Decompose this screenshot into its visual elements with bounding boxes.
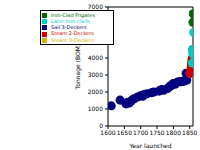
svg-text:1700: 1700 xyxy=(133,129,148,136)
svg-text:1650: 1650 xyxy=(117,129,132,136)
svg-text:6000: 6000 xyxy=(88,20,103,27)
svg-text:1800: 1800 xyxy=(166,129,181,136)
svg-text:Tonnage (BOM): Tonnage (BOM) xyxy=(74,44,82,91)
svg-text:3000: 3000 xyxy=(88,71,103,78)
svg-text:1600: 1600 xyxy=(100,129,115,136)
svg-text:Year launched: Year launched xyxy=(128,142,171,149)
svg-text:7000: 7000 xyxy=(88,3,103,10)
svg-text:0: 0 xyxy=(99,122,103,129)
svg-text:1850: 1850 xyxy=(182,129,197,136)
svg-text:1000: 1000 xyxy=(88,105,103,112)
svg-text:1750: 1750 xyxy=(149,129,164,136)
svg-text:4000: 4000 xyxy=(88,54,103,61)
svg-text:5000: 5000 xyxy=(88,37,103,44)
svg-text:2000: 2000 xyxy=(88,88,103,95)
